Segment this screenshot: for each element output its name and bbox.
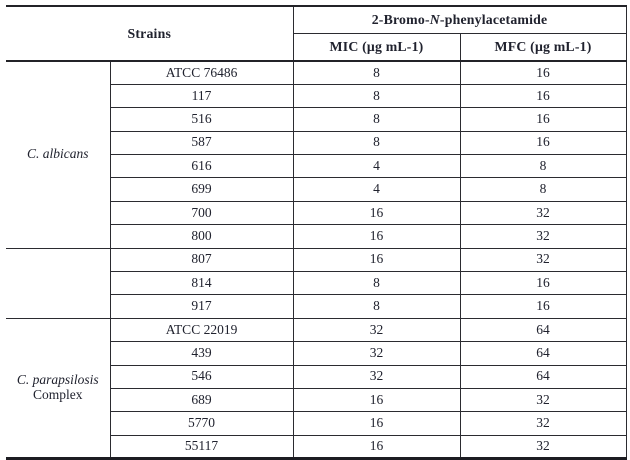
strain-cell: 800 [109, 224, 294, 249]
table-row: 55117 16 32 [6, 434, 627, 460]
column-header-strains: Strains [6, 5, 294, 62]
strain-cell: 587 [109, 130, 294, 156]
mfc-cell: 32 [459, 224, 627, 249]
mfc-cell: 16 [459, 83, 627, 109]
strain-cell: ATCC 76486 [109, 60, 294, 85]
strain-cell: 616 [109, 154, 294, 179]
group-label-cell-empty [6, 247, 111, 319]
mfc-cell: 32 [459, 200, 627, 226]
mfc-cell: 32 [459, 387, 627, 413]
mfc-cell: 16 [459, 130, 627, 156]
table-row: 689 16 32 [6, 387, 627, 413]
mic-cell: 32 [292, 341, 461, 366]
table-row: 700 16 32 [6, 200, 627, 226]
mfc-cell: 16 [459, 271, 627, 296]
mfc-cell: 32 [459, 411, 627, 436]
mic-cell: 16 [292, 387, 461, 413]
strain-cell: 55117 [109, 434, 294, 460]
mic-cell: 16 [292, 224, 461, 249]
group-label-cell-parapsilosis: C. parapsilosis Complex [6, 317, 111, 460]
table-row: 814 8 16 [6, 271, 627, 296]
mic-cell: 16 [292, 247, 461, 273]
header-row-units: MIC (μg mL-1) MFC (μg mL-1) [6, 33, 627, 62]
mic-cell: 32 [292, 364, 461, 389]
header-row-compound: Strains 2-Bromo-N-phenylacetamide [6, 5, 627, 62]
mfc-cell: 8 [459, 154, 627, 179]
group-label-text: C. parapsilosis [16, 372, 99, 388]
strain-cell: 814 [109, 271, 294, 296]
mfc-cell: 16 [459, 60, 627, 85]
strain-cell: 700 [109, 200, 294, 226]
table-row: C. parapsilosis Complex ATCC 22019 32 64 [6, 317, 627, 460]
strain-cell: 917 [109, 294, 294, 319]
mic-cell: 4 [292, 177, 461, 202]
compound-name-suffix: -phenylacetamide [439, 12, 548, 28]
mic-cell: 8 [292, 130, 461, 156]
mic-cell: 8 [292, 60, 461, 85]
table-row: 917 8 16 [6, 294, 627, 319]
compound-name-italic-n: N [429, 12, 440, 28]
strain-cell: 807 [109, 247, 294, 273]
mic-cell: 8 [292, 107, 461, 132]
mic-cell: 4 [292, 154, 461, 179]
mic-cell: 8 [292, 83, 461, 109]
mfc-cell: 64 [459, 364, 627, 389]
column-header-mfc: MFC (μg mL-1) [459, 33, 627, 62]
column-header-mic: MIC (μg mL-1) [292, 33, 461, 62]
group-label-cell-albicans: C. albicans [6, 60, 111, 249]
mfc-cell: 64 [459, 317, 627, 343]
mic-cell: 32 [292, 317, 461, 343]
strain-susceptibility-table: Strains 2-Bromo-N-phenylacetamide MIC (μ… [6, 5, 627, 460]
mfc-cell: 32 [459, 434, 627, 460]
mic-cell: 16 [292, 200, 461, 226]
strain-cell: 5770 [109, 411, 294, 436]
mic-cell: 8 [292, 271, 461, 296]
table-row: C. albicans ATCC 76486 8 16 [6, 60, 627, 249]
table-row: 5770 16 32 [6, 411, 627, 436]
strain-cell: 516 [109, 107, 294, 132]
table-row: 587 8 16 [6, 130, 627, 156]
mic-cell: 8 [292, 294, 461, 319]
mic-cell: 16 [292, 434, 461, 460]
mfc-cell: 16 [459, 294, 627, 319]
strain-cell: 117 [109, 83, 294, 109]
column-header-compound: 2-Bromo-N-phenylacetamide [292, 5, 627, 34]
table-row: 616 4 8 [6, 154, 627, 179]
mfc-cell: 32 [459, 247, 627, 273]
group-label-text-roman: Complex [33, 386, 83, 402]
mfc-cell: 16 [459, 107, 627, 132]
table-row: 807 16 32 [6, 247, 627, 319]
group-label-text: C. albicans [26, 146, 89, 162]
table-row: 439 32 64 [6, 341, 627, 366]
strain-cell: 546 [109, 364, 294, 389]
mic-cell: 16 [292, 411, 461, 436]
compound-name-prefix: 2-Bromo- [371, 12, 430, 28]
table-row: 516 8 16 [6, 107, 627, 132]
strain-cell: 699 [109, 177, 294, 202]
mfc-cell: 8 [459, 177, 627, 202]
mfc-cell: 64 [459, 341, 627, 366]
strain-cell: 439 [109, 341, 294, 366]
table-row: 546 32 64 [6, 364, 627, 389]
table-row: 117 8 16 [6, 83, 627, 109]
strain-cell: 689 [109, 387, 294, 413]
strain-cell: ATCC 22019 [109, 317, 294, 343]
